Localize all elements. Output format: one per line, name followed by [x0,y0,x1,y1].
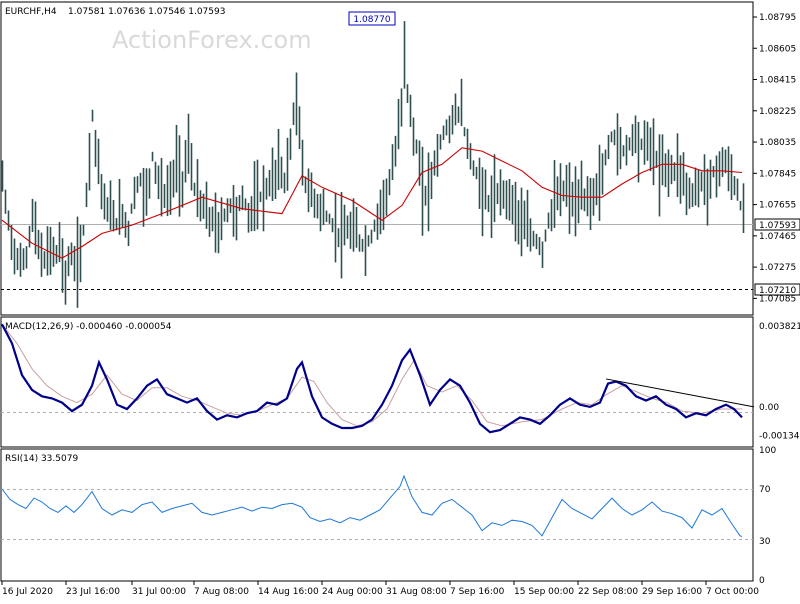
macd-panel [0,316,754,448]
time-tick-label: 24 Aug 00:00 [322,587,383,597]
time-tick-label: 15 Sep 00:00 [514,587,574,597]
price-tick-label: 1.07085 [759,294,796,304]
time-tick-label: 7 Oct 00:00 [706,587,759,597]
macd-tick-label: -0.001346 [759,431,800,441]
price-tick-label: 1.08225 [759,107,796,117]
moving-average-line [1,147,743,259]
price-tick-label: 1.08795 [759,13,796,23]
support-box [754,283,800,296]
rsi-tick-label: 30 [759,537,771,547]
time-tick-label: 29 Sep 16:00 [642,587,702,597]
macd-tick-label: 0.003821 [759,322,800,332]
price-tick-label: 1.08605 [759,44,796,54]
macd-line [1,323,743,434]
current-price-label: 1.07593 [759,221,796,231]
price-bars [1,21,745,308]
time-tick-label: 16 Jul 2020 [2,587,53,597]
time-tick-label: 14 Aug 16:00 [258,587,319,597]
time-tick-label: 23 Jul 16:00 [66,587,120,597]
rsi-axis: 100 70 30 0 [759,446,776,586]
macd-tick-label: 0.00 [759,403,779,413]
price-tick-label: 1.07275 [759,263,796,273]
price-tick-label: 1.08415 [759,76,796,86]
price-tick-label: 1.08035 [759,138,796,148]
current-price-box [754,218,800,231]
watermark: ActionForex.com [112,26,312,54]
price-panel [0,1,754,316]
macd-title: MACD(12,26,9) -0.000460 -0.000054 [5,322,172,332]
time-tick-label: 22 Sep 08:00 [578,587,638,597]
macd-axis: 0.003821 0.00 -0.001346 [759,322,800,441]
rsi-line [1,474,743,537]
rsi-tick-label: 0 [759,576,765,586]
macd-trendline [605,378,755,408]
time-axis: 16 Jul 2020 23 Jul 16:00 31 Jul 00:00 7 Aug… [1,581,759,597]
price-tick-label: 1.07465 [759,232,796,242]
time-tick-label: 7 Sep 16:00 [450,587,505,597]
high-label-box [348,11,396,26]
price-tick-label: 1.07655 [759,201,796,211]
price-tick-label: 1.07845 [759,169,796,179]
symbol-title: EURCHF,H4 [5,7,57,17]
ohlc-readout: 1.07581 1.07636 1.07546 1.07593 [68,7,225,17]
rsi-title: RSI(14) 33.5079 [5,454,78,464]
price-axis: 1.08795 1.08605 1.08415 1.08225 1.08035 1.078… [753,13,796,304]
rsi-tick-label: 70 [759,485,771,495]
time-tick-label: 31 Jul 00:00 [132,587,186,597]
rsi-panel [0,448,754,582]
rsi-tick-label: 100 [759,446,776,456]
high-label: 1.08770 [353,15,390,25]
support-label: 1.07210 [759,286,796,296]
time-tick-label: 31 Aug 08:00 [386,587,447,597]
time-tick-label: 7 Aug 08:00 [194,587,249,597]
